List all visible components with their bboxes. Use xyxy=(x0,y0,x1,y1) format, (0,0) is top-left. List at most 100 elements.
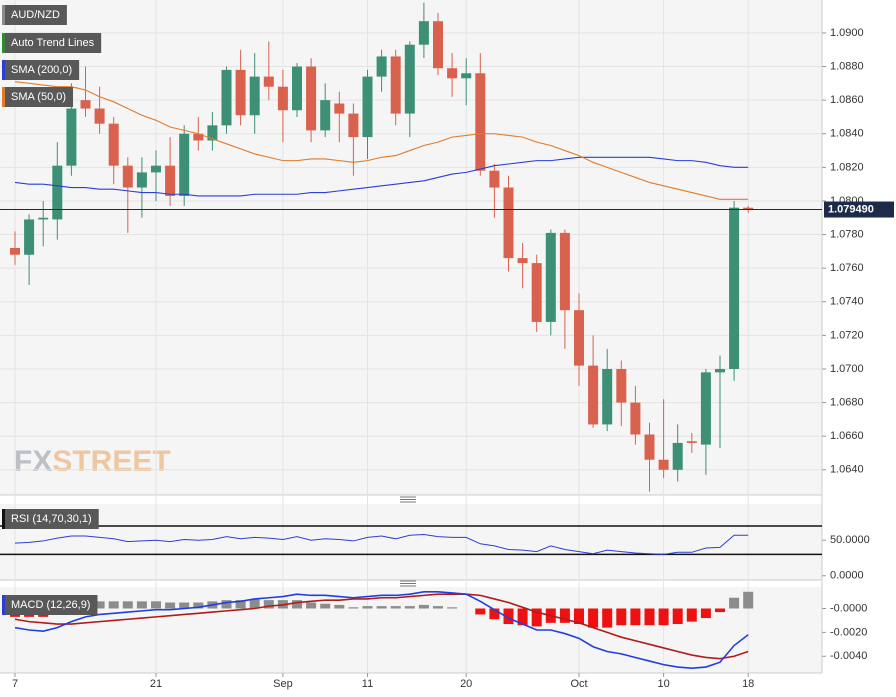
histogram-bar xyxy=(235,600,246,609)
histogram-bar xyxy=(165,602,176,609)
histogram-bar xyxy=(334,604,345,609)
histogram-bar xyxy=(390,606,401,609)
candle-body xyxy=(221,69,232,126)
histogram-bar xyxy=(179,602,190,609)
sma-line xyxy=(14,81,749,200)
candle-body xyxy=(602,368,613,425)
legend-label: SMA (200,0) xyxy=(11,64,72,76)
y-tick-label: -0.0020 xyxy=(830,626,867,638)
histogram-bar xyxy=(263,600,274,609)
watermark-right: STREET xyxy=(52,445,170,478)
last-price-label: 1.079490 xyxy=(828,203,874,215)
candle-body xyxy=(517,258,528,264)
histogram-bar xyxy=(729,597,740,609)
candle-body xyxy=(38,217,49,220)
y-tick-label: 1.0700 xyxy=(830,363,864,375)
candle-body xyxy=(404,44,415,114)
y-tick-label: -0.0040 xyxy=(830,650,867,662)
legend-label: AUD/NZD xyxy=(11,9,60,21)
legend-swatch xyxy=(2,87,5,107)
candle-body xyxy=(489,170,500,188)
histogram-bar xyxy=(447,607,458,609)
last-price-tag xyxy=(824,201,894,218)
candle-body xyxy=(94,108,105,124)
histogram-bar xyxy=(136,601,147,609)
histogram-bar xyxy=(489,608,500,620)
candle-body xyxy=(122,165,133,188)
histogram-bar xyxy=(715,608,725,613)
candle-body xyxy=(52,165,63,220)
histogram-bar xyxy=(404,606,415,609)
candle-body xyxy=(686,441,697,443)
y-tick-label: 1.0660 xyxy=(830,430,864,442)
legend-badge xyxy=(2,60,80,80)
candle-body xyxy=(616,368,627,403)
y-tick-label: 1.0780 xyxy=(830,228,864,240)
histogram-bar xyxy=(306,602,317,609)
legend-swatch xyxy=(2,509,5,529)
histogram-bar xyxy=(108,601,119,609)
legend-item: MACD (12,26,9) xyxy=(2,595,98,615)
candle-body xyxy=(66,108,77,166)
x-tick-label: 20 xyxy=(460,678,472,690)
candle-body xyxy=(715,368,725,373)
histogram-bar xyxy=(433,606,443,609)
candle-body xyxy=(545,232,556,322)
y-tick-label: 1.0840 xyxy=(830,128,864,140)
legend-label: MACD (12,26,9) xyxy=(11,599,90,611)
histogram-bar xyxy=(559,608,570,623)
candle-body xyxy=(531,263,542,322)
candle-body xyxy=(700,372,711,445)
candle-body xyxy=(193,133,204,141)
watermark-left: FX xyxy=(14,445,52,478)
y-tick-label: -0.0000 xyxy=(830,602,867,614)
histogram-bar xyxy=(672,608,683,625)
candle-body xyxy=(348,113,359,138)
legend-badge xyxy=(2,595,98,615)
candle-body xyxy=(320,100,331,131)
histogram-bar xyxy=(94,601,105,609)
x-tick-label: 21 xyxy=(150,678,162,690)
candle-body xyxy=(277,86,288,111)
candle-body xyxy=(630,402,641,435)
candle-body xyxy=(179,133,190,196)
y-tick-label: 0.0000 xyxy=(830,570,864,582)
histogram-bar xyxy=(292,600,302,609)
candle-body xyxy=(672,442,683,470)
legend-item: RSI (14,70,30,1) xyxy=(2,509,99,529)
y-tick-label: 1.0880 xyxy=(830,60,864,72)
x-tick-label: 7 xyxy=(12,678,18,690)
signal-line xyxy=(14,593,749,660)
candle-body xyxy=(249,76,260,116)
candle-body xyxy=(10,248,20,255)
legend-label: Auto Trend Lines xyxy=(11,37,95,49)
y-tick-label: 1.0900 xyxy=(830,27,864,39)
x-tick-label: 10 xyxy=(657,678,669,690)
legend-swatch xyxy=(2,60,5,80)
candle-body xyxy=(207,125,218,141)
candle-body xyxy=(165,165,176,196)
y-tick-label: 1.0760 xyxy=(830,262,864,274)
histogram-bar xyxy=(574,608,584,625)
x-tick-label: 11 xyxy=(362,678,373,690)
candle-body xyxy=(743,207,754,210)
y-tick-label: 1.0640 xyxy=(830,464,864,476)
y-tick-label: 1.0820 xyxy=(830,161,864,173)
legend-swatch xyxy=(2,5,5,25)
panel-handle[interactable] xyxy=(400,496,416,503)
candle-body xyxy=(658,459,669,470)
histogram-bar xyxy=(588,608,599,628)
histogram-bar xyxy=(475,608,486,615)
candle-body xyxy=(292,66,302,111)
panel-handle[interactable] xyxy=(400,580,416,587)
histogram-bar xyxy=(418,604,429,609)
rsi-line xyxy=(14,534,749,555)
legend-item: SMA (200,0) xyxy=(2,60,80,80)
y-tick-label: 50.0000 xyxy=(830,534,870,546)
candle-body xyxy=(475,73,486,171)
histogram-bar xyxy=(658,608,669,626)
histogram-bar xyxy=(644,608,655,626)
histogram-bar xyxy=(122,601,133,609)
histogram-bar xyxy=(193,602,204,609)
candle-body xyxy=(503,187,514,259)
